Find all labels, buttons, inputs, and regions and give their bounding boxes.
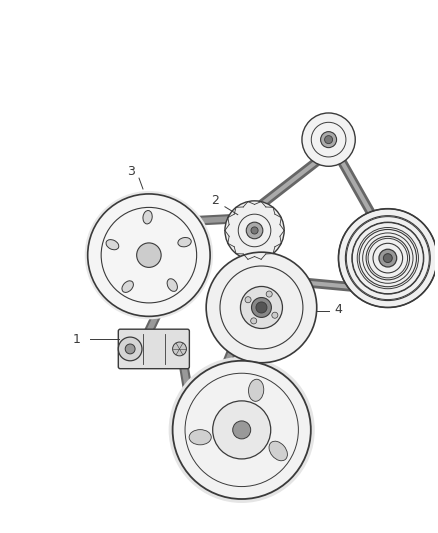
Ellipse shape	[178, 238, 191, 247]
Circle shape	[206, 252, 317, 363]
Ellipse shape	[269, 441, 287, 461]
Circle shape	[379, 249, 397, 267]
Circle shape	[233, 421, 251, 439]
Circle shape	[325, 135, 332, 143]
Ellipse shape	[167, 279, 177, 292]
Ellipse shape	[143, 211, 152, 224]
Circle shape	[251, 297, 272, 318]
Text: 1: 1	[73, 333, 81, 345]
FancyBboxPatch shape	[118, 329, 189, 369]
Circle shape	[173, 342, 187, 356]
Circle shape	[88, 194, 210, 317]
Ellipse shape	[189, 430, 211, 445]
Circle shape	[240, 286, 283, 328]
Circle shape	[125, 344, 135, 354]
Ellipse shape	[391, 209, 398, 308]
Circle shape	[339, 209, 437, 308]
Text: 4: 4	[335, 303, 343, 316]
Circle shape	[225, 201, 284, 260]
Circle shape	[213, 401, 271, 459]
Circle shape	[272, 312, 278, 318]
Circle shape	[251, 227, 258, 234]
Circle shape	[302, 113, 355, 166]
Ellipse shape	[248, 379, 264, 401]
Circle shape	[383, 254, 392, 263]
Ellipse shape	[122, 281, 134, 293]
Circle shape	[118, 337, 142, 361]
Circle shape	[169, 357, 315, 503]
Text: 2: 2	[211, 195, 219, 207]
Circle shape	[256, 302, 267, 313]
Circle shape	[173, 361, 311, 499]
Text: 3: 3	[127, 165, 135, 177]
Circle shape	[321, 132, 336, 148]
Circle shape	[246, 222, 263, 239]
Circle shape	[85, 191, 213, 319]
Circle shape	[137, 243, 161, 268]
Circle shape	[251, 318, 257, 324]
Ellipse shape	[392, 209, 399, 308]
Ellipse shape	[390, 209, 397, 308]
Circle shape	[266, 291, 272, 297]
Ellipse shape	[106, 240, 119, 250]
Circle shape	[245, 297, 251, 303]
